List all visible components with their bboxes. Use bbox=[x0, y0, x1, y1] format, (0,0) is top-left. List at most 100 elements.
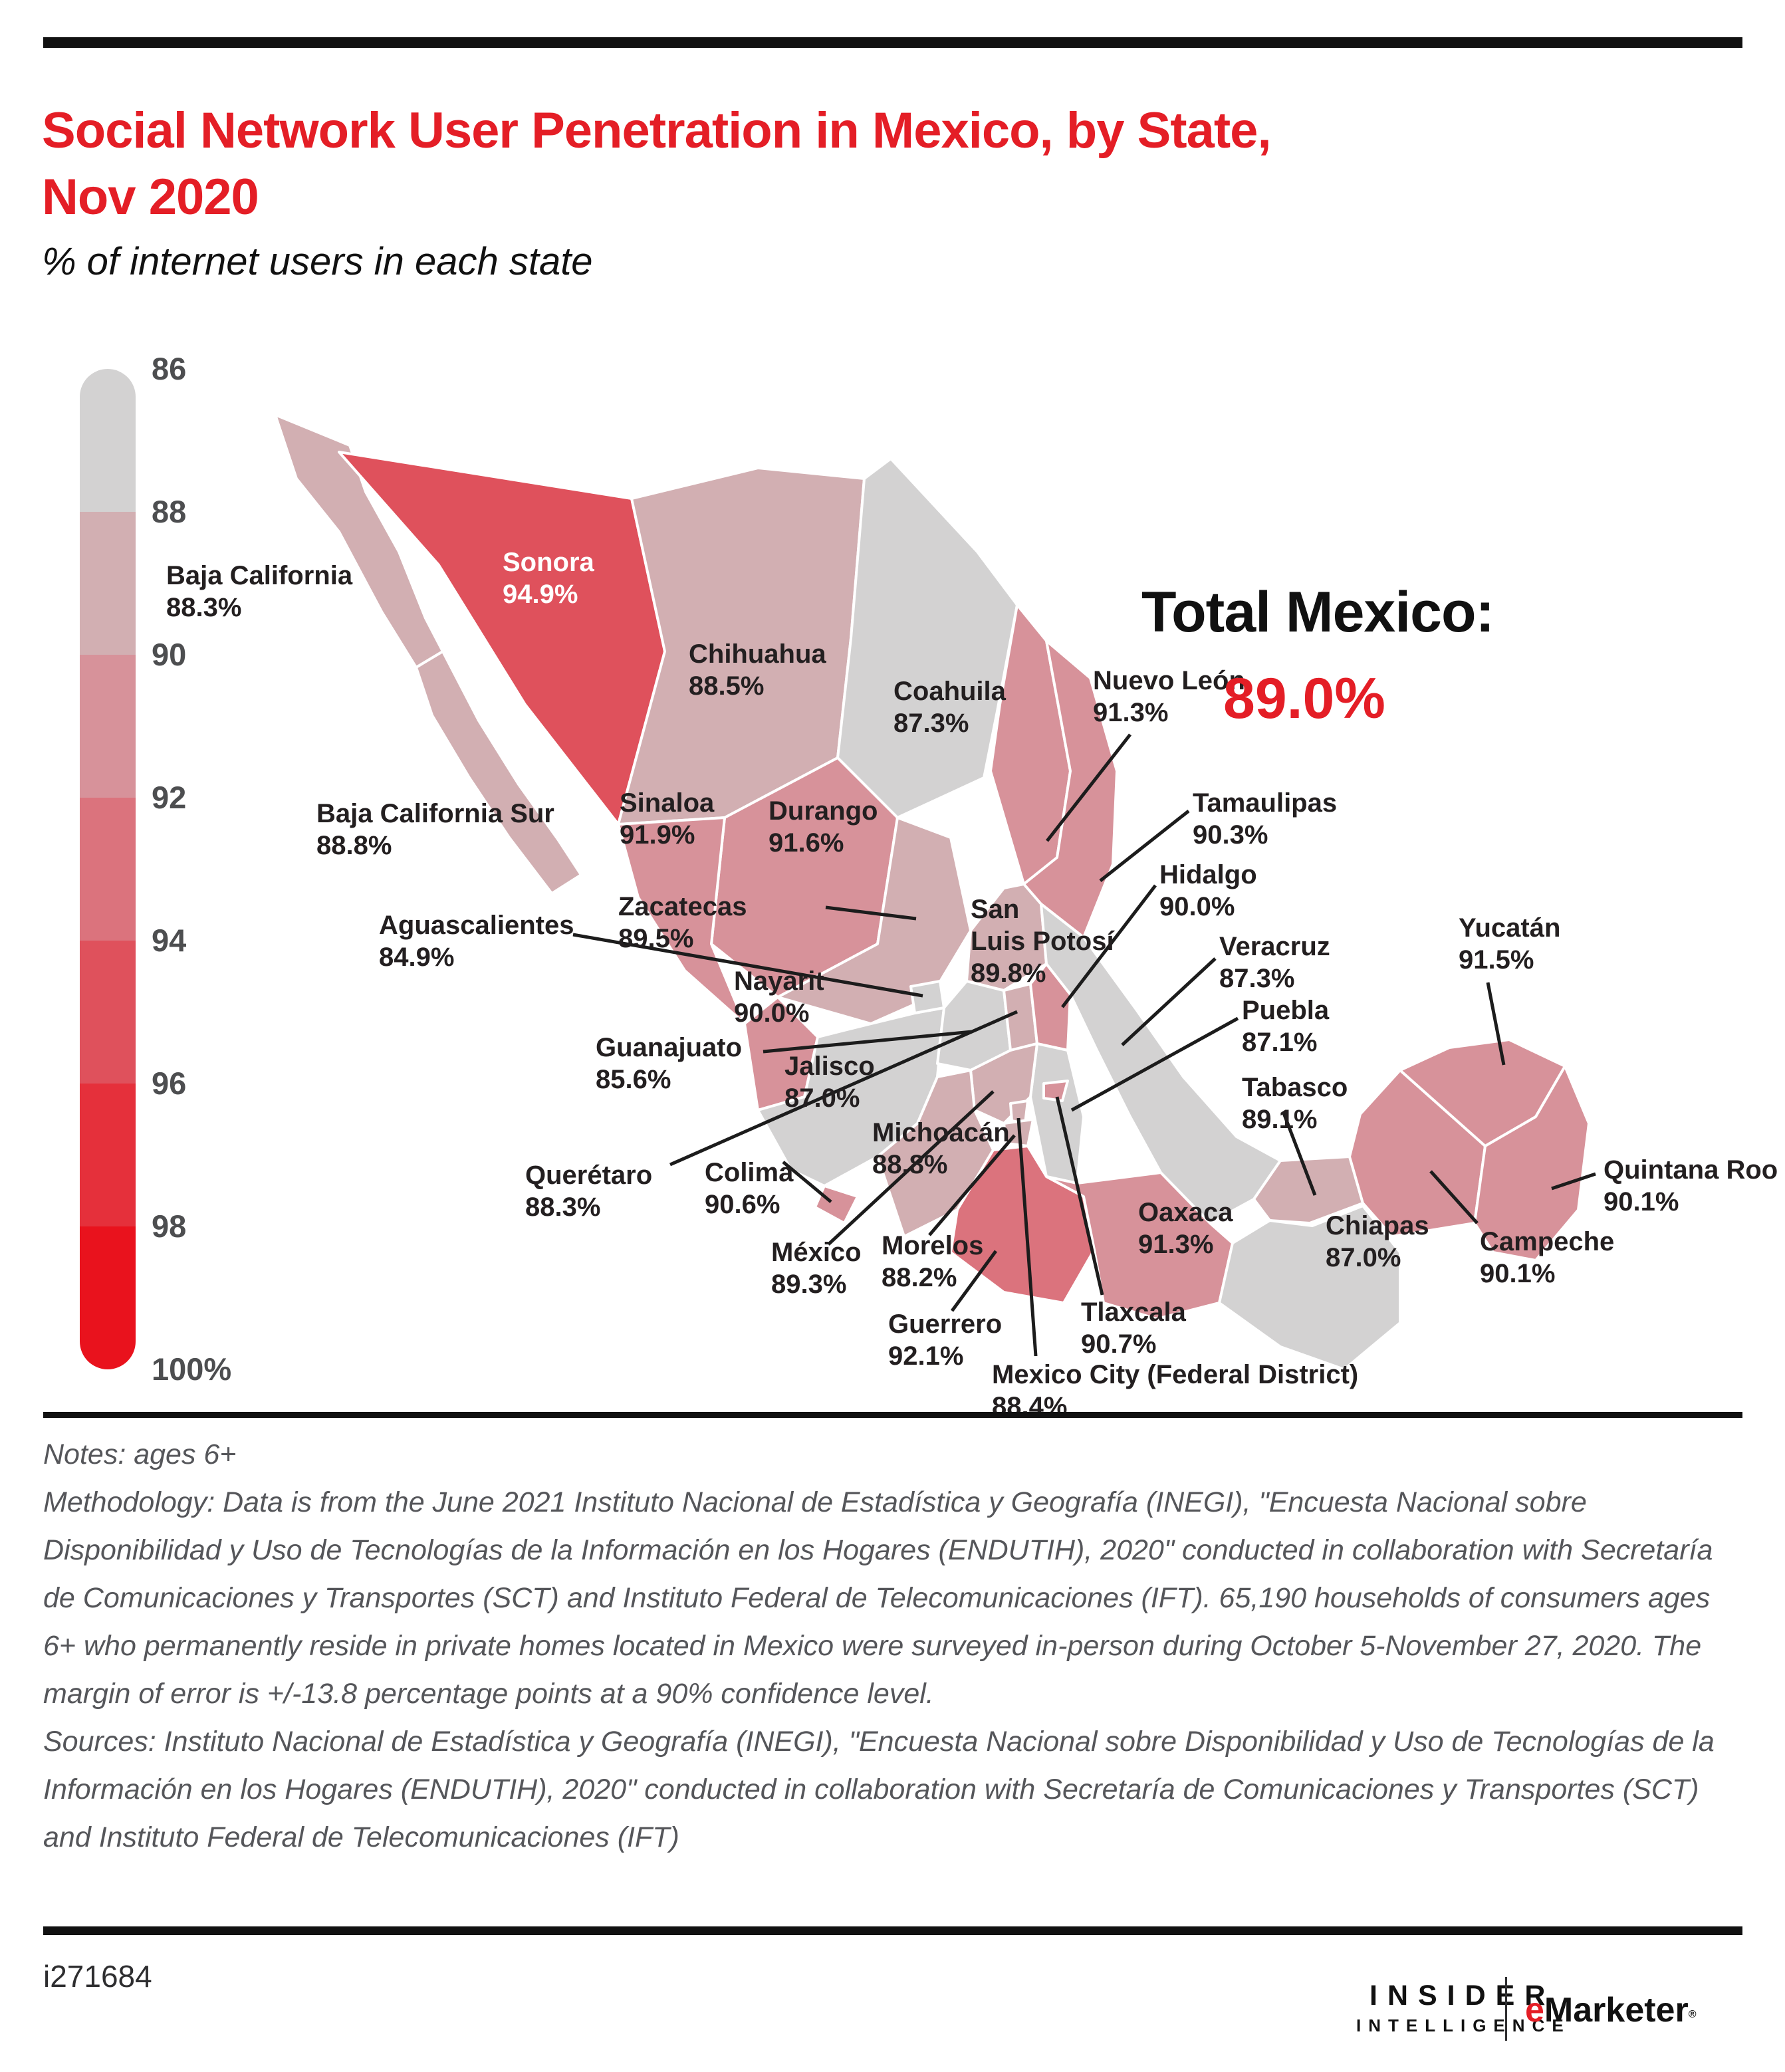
legend-segment-3 bbox=[80, 798, 136, 941]
state-value-sinaloa: 91.9% bbox=[620, 820, 695, 850]
state-shape-coahuila bbox=[836, 457, 1018, 819]
color-scale-bar bbox=[80, 369, 136, 1369]
state-name-san-luis-potosi: San Luis Potosí bbox=[971, 895, 1114, 956]
state-name-baja-california-sur: Baja California Sur bbox=[316, 799, 554, 828]
legend-segment-0 bbox=[80, 369, 136, 512]
leader-line-tabasco bbox=[1281, 1111, 1317, 1196]
state-name-nuevo-leon: Nuevo León bbox=[1093, 666, 1245, 695]
state-value-baja-california: 88.3% bbox=[166, 593, 242, 622]
state-value-tamaulipas: 90.3% bbox=[1193, 820, 1268, 850]
state-label-chiapas: Chiapas 87.0% bbox=[1326, 1210, 1429, 1274]
state-name-mexico: México bbox=[771, 1238, 862, 1267]
notes-paragraph-0: Notes: ages 6+ bbox=[43, 1439, 237, 1470]
state-value-guanajuato: 85.6% bbox=[596, 1065, 671, 1094]
state-value-campeche: 90.1% bbox=[1480, 1259, 1556, 1288]
state-label-chihuahua: Chihuahua 88.5% bbox=[689, 638, 826, 702]
legend-segment-2 bbox=[80, 655, 136, 798]
state-label-durango: Durango 91.6% bbox=[769, 795, 878, 859]
state-name-michoacan: Michoacán bbox=[872, 1118, 1010, 1147]
emarketer-logo-rest: Marketer bbox=[1544, 1991, 1689, 2029]
state-name-quintana-roo: Quintana Roo bbox=[1604, 1155, 1778, 1185]
state-value-sonora: 94.9% bbox=[503, 580, 578, 609]
leader-line-colima bbox=[782, 1161, 832, 1203]
insider-logo-line1: INSIDER bbox=[1369, 1980, 1556, 2012]
leader-line-guanajuato bbox=[763, 1030, 973, 1054]
state-value-morelos: 88.2% bbox=[882, 1263, 957, 1292]
state-name-sinaloa: Sinaloa bbox=[620, 788, 715, 818]
mexico-choropleth-map: Baja California 88.3% Baja California Sur 8… bbox=[0, 346, 1785, 1421]
state-value-mexico: 89.3% bbox=[771, 1270, 847, 1299]
state-name-oaxaca: Oaxaca bbox=[1138, 1198, 1233, 1227]
state-value-nuevo-leon: 91.3% bbox=[1093, 698, 1169, 727]
brand-logos: INSIDER INTELLIGENCE eMarketer® bbox=[1356, 1976, 1755, 2049]
state-name-sonora: Sonora bbox=[503, 548, 594, 577]
state-name-durango: Durango bbox=[769, 796, 878, 826]
state-value-colima: 90.6% bbox=[705, 1190, 780, 1219]
state-name-tlaxcala: Tlaxcala bbox=[1081, 1298, 1186, 1327]
state-value-zacatecas: 89.5% bbox=[618, 924, 694, 953]
state-label-guanajuato: Guanajuato 85.6% bbox=[596, 1032, 742, 1095]
chart-id: i271684 bbox=[43, 1959, 152, 1994]
state-shape-oaxaca bbox=[1045, 1171, 1234, 1320]
state-label-yucatan: Yucatán 91.5% bbox=[1459, 912, 1560, 976]
emarketer-logo: eMarketer® bbox=[1525, 1990, 1697, 2030]
leader-line-quintana-roo bbox=[1551, 1172, 1596, 1191]
leader-line-mexico bbox=[827, 1090, 995, 1246]
state-name-veracruz: Veracruz bbox=[1219, 932, 1330, 961]
state-value-baja-california-sur: 88.8% bbox=[316, 831, 392, 860]
state-value-puebla: 87.1% bbox=[1242, 1028, 1318, 1057]
state-shape-tlaxcala bbox=[1042, 1080, 1069, 1102]
state-label-nuevo-leon: Nuevo León 91.3% bbox=[1093, 665, 1245, 729]
state-name-hidalgo: Hidalgo bbox=[1159, 860, 1257, 889]
state-name-nayarit: Nayarit bbox=[734, 967, 824, 996]
state-value-durango: 91.6% bbox=[769, 828, 844, 858]
state-label-coahuila: Coahuila 87.3% bbox=[893, 675, 1006, 739]
state-label-zacatecas: Zacatecas 89.5% bbox=[618, 891, 747, 955]
state-label-baja-california: Baja California 88.3% bbox=[166, 560, 352, 624]
state-label-puebla: Puebla 87.1% bbox=[1242, 994, 1329, 1058]
state-label-nayarit: Nayarit 90.0% bbox=[734, 965, 824, 1029]
legend-segment-6 bbox=[80, 1226, 136, 1369]
state-label-hidalgo: Hidalgo 90.0% bbox=[1159, 859, 1257, 923]
state-value-queretaro: 88.3% bbox=[525, 1193, 601, 1222]
state-label-oaxaca: Oaxaca 91.3% bbox=[1138, 1197, 1233, 1260]
state-value-coahuila: 87.3% bbox=[893, 709, 969, 738]
state-label-colima: Colima 90.6% bbox=[705, 1157, 793, 1220]
bottom-rule bbox=[43, 1926, 1742, 1935]
state-label-jalisco: Jalisco 87.0% bbox=[784, 1050, 875, 1114]
state-value-michoacan: 88.8% bbox=[872, 1150, 948, 1179]
state-value-oaxaca: 91.3% bbox=[1138, 1230, 1214, 1259]
notes-paragraph-2: Sources: Instituto Nacional de Estadísti… bbox=[43, 1726, 1715, 1853]
total-mexico-label: Total Mexico: bbox=[1141, 580, 1494, 644]
state-name-morelos: Morelos bbox=[882, 1231, 984, 1260]
state-label-quintana-roo: Quintana Roo 90.1% bbox=[1604, 1154, 1778, 1218]
legend-segment-5 bbox=[80, 1084, 136, 1226]
legend-tick-90: 90 bbox=[152, 637, 187, 672]
legend-tick-94: 94 bbox=[152, 923, 187, 958]
state-label-sinaloa: Sinaloa 91.9% bbox=[620, 787, 714, 851]
leader-line-tamaulipas bbox=[1099, 810, 1190, 882]
state-shape-aguascalientes bbox=[909, 980, 945, 1014]
insider-logo-line2: INTELLIGENCE bbox=[1356, 2015, 1571, 2035]
state-value-quintana-roo: 90.1% bbox=[1604, 1187, 1679, 1216]
state-name-queretaro: Querétaro bbox=[525, 1161, 653, 1190]
notes-block: Notes: ages 6+ Methodology: Data is from … bbox=[43, 1431, 1738, 1861]
leader-line-veracruz bbox=[1121, 957, 1217, 1046]
legend-tick-100: 100% bbox=[152, 1351, 232, 1387]
state-value-jalisco: 87.0% bbox=[784, 1084, 860, 1113]
state-label-san-luis-potosi: San Luis Potosí 89.8% bbox=[971, 893, 1114, 989]
leader-line-puebla bbox=[1070, 1016, 1239, 1112]
state-name-tabasco: Tabasco bbox=[1242, 1073, 1348, 1102]
state-value-chiapas: 87.0% bbox=[1326, 1243, 1401, 1272]
state-name-tamaulipas: Tamaulipas bbox=[1193, 788, 1338, 818]
state-name-chihuahua: Chihuahua bbox=[689, 639, 826, 669]
state-name-coahuila: Coahuila bbox=[893, 677, 1006, 706]
state-value-guerrero: 92.1% bbox=[888, 1341, 964, 1371]
leader-line-campeche bbox=[1429, 1170, 1479, 1224]
state-name-guanajuato: Guanajuato bbox=[596, 1033, 743, 1062]
state-value-veracruz: 87.3% bbox=[1219, 964, 1295, 993]
state-label-tabasco: Tabasco 89.1% bbox=[1242, 1072, 1348, 1135]
leader-line-morelos bbox=[928, 1134, 1016, 1236]
notes-paragraph-1: Methodology: Data is from the June 2021 … bbox=[43, 1486, 1713, 1710]
leader-line-guerrero bbox=[950, 1250, 998, 1312]
